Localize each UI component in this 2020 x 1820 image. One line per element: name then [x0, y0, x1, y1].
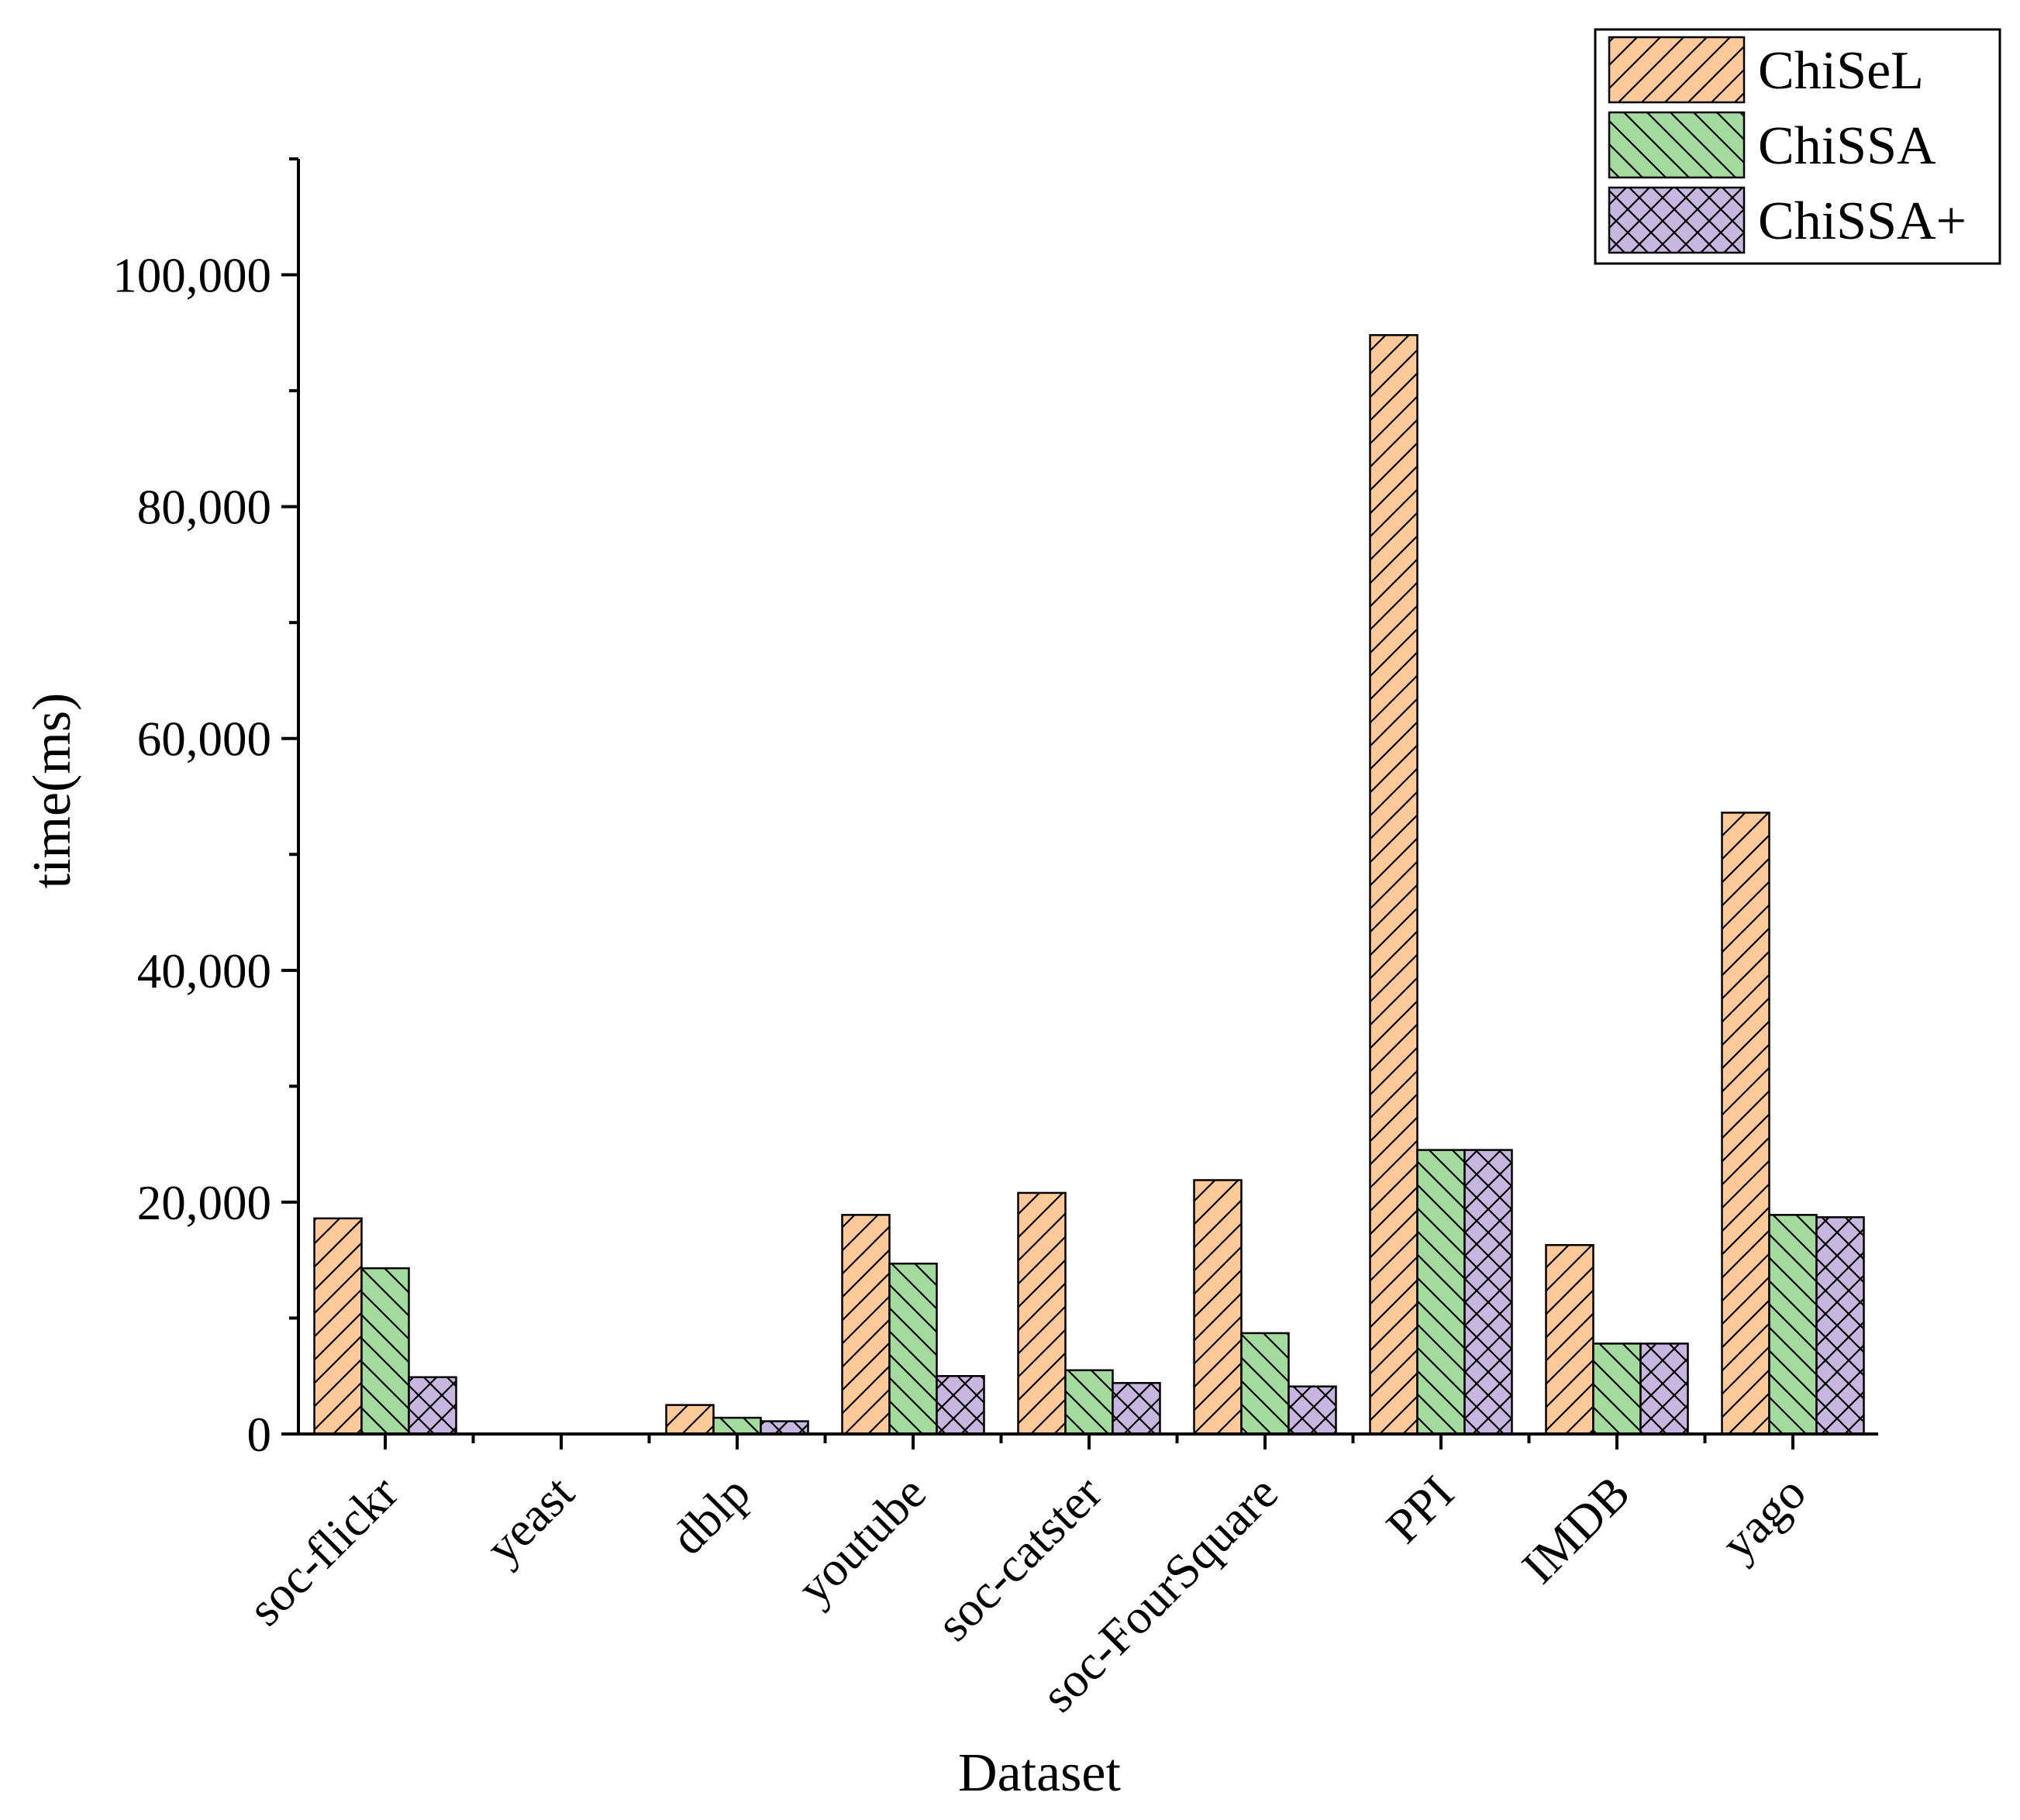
y-tick-label: 80,000: [137, 481, 271, 535]
bar-chisel-yago: [1721, 812, 1770, 1436]
y-tick-label: 60,000: [137, 712, 271, 767]
y-axis-title: time(ms): [22, 693, 82, 889]
bar-chisel-dblp: [665, 1404, 715, 1436]
y-ticks: 0 20,000 40,000 60,000 80,000 100,000: [112, 157, 298, 1462]
bar-chissa-dblp: [760, 1420, 809, 1436]
bar-chisel-soc-foursquare: [1193, 1179, 1243, 1436]
axes: [297, 159, 1878, 1449]
x-tick-label-youtube: youtube: [787, 1465, 936, 1615]
bar-chisel-soc-flickr: [313, 1217, 363, 1436]
y-tick-label: 40,000: [137, 944, 271, 998]
legend-label: ChiSSA+: [1758, 191, 1967, 251]
bar-chissa-soc-catster: [1112, 1381, 1161, 1436]
x-axis-title: Dataset: [958, 1743, 1121, 1803]
y-tick-label: 100,000: [112, 249, 271, 303]
x-category-labels: soc-flickr yeast dblp youtubesoc-catstersoc…: [238, 1465, 1816, 1722]
bar-chissa-soc-foursquare: [1240, 1332, 1290, 1436]
y-tick-label: 0: [247, 1408, 272, 1462]
bar-chissa-yago: [1768, 1214, 1818, 1436]
x-tick-label-yago: yago: [1711, 1465, 1816, 1570]
bar-chissa-soc-foursquare: [1287, 1385, 1337, 1436]
x-tick-label-ppi: PPI: [1376, 1465, 1464, 1553]
x-tick-label-dblp: dblp: [660, 1465, 760, 1565]
bar-chissa-ppi: [1416, 1149, 1466, 1436]
bars: [313, 334, 1865, 1436]
y-tick-label: 20,000: [137, 1176, 271, 1230]
legend-item-chissa: ChiSSA: [1608, 111, 1936, 179]
bar-chissa-soc-catster: [1064, 1369, 1114, 1436]
bar-chisel-soc-catster: [1017, 1191, 1067, 1436]
bar-chissa-soc-flickr: [360, 1267, 410, 1436]
bar-chissa-soc-flickr: [408, 1376, 457, 1436]
x-tick-label-soc-flickr: soc-flickr: [238, 1465, 408, 1636]
bar-chissa-imdb: [1639, 1343, 1689, 1436]
legend-item-chissa: ChiSSA+: [1608, 186, 1967, 254]
x-tick-label-soc-catster: soc-catster: [926, 1465, 1112, 1651]
legend-label: ChiSeL: [1758, 41, 1924, 101]
bar-chisel-imdb: [1545, 1243, 1594, 1436]
bar-chissa-youtube: [888, 1262, 938, 1436]
legend-item-chisel: ChiSeL: [1608, 36, 1924, 104]
bar-chissa-youtube: [936, 1374, 985, 1436]
legend: ChiSeL ChiSSA ChiSSA+: [1594, 28, 2001, 265]
legend-label: ChiSSA: [1758, 116, 1936, 176]
bar-chissa-ppi: [1463, 1149, 1513, 1436]
x-tick-label-imdb: IMDB: [1512, 1465, 1640, 1594]
bar-chissa-imdb: [1592, 1343, 1642, 1436]
bar-chissa-dblp: [712, 1416, 762, 1436]
bar-chisel-youtube: [841, 1214, 891, 1436]
bar-chissa-yago: [1815, 1216, 1865, 1436]
x-tick-label-yeast: yeast: [475, 1465, 584, 1574]
bar-chisel-ppi: [1369, 334, 1418, 1436]
